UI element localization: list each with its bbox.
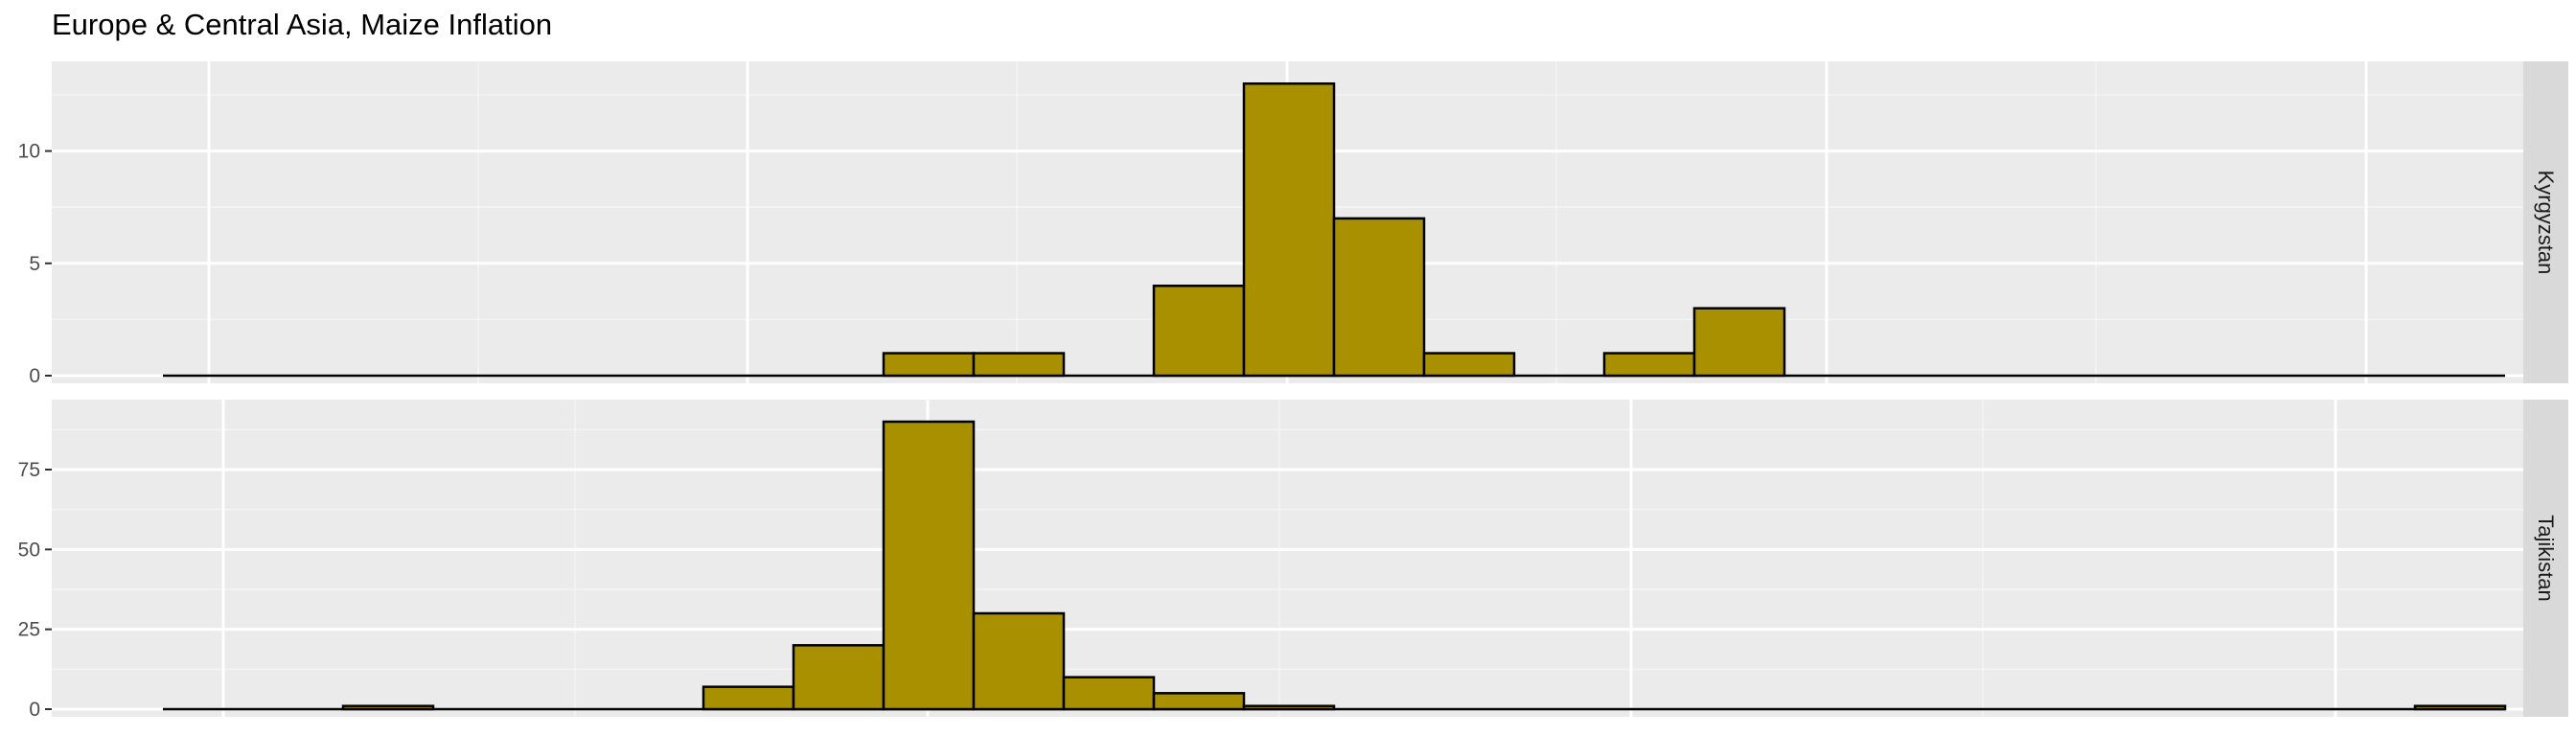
y-tick-label: 75	[18, 459, 40, 481]
y-tick-label: 0	[29, 365, 40, 387]
histogram-bar	[882, 420, 976, 711]
panel-background-1	[52, 400, 2523, 717]
chart-title: Europe & Central Asia, Maize Inflation	[52, 8, 553, 41]
y-tick-label: 25	[18, 619, 40, 641]
histogram-bar	[972, 611, 1066, 711]
y-tick-label: 5	[29, 253, 40, 275]
histogram-bar	[1152, 692, 1246, 711]
histogram-bar	[882, 352, 976, 378]
facet-strip-label: Tajikistan	[2534, 515, 2558, 601]
histogram-bar	[2413, 704, 2507, 711]
histogram-bar	[1242, 704, 1336, 711]
histogram-bar	[1692, 307, 1786, 378]
histogram-bar	[1152, 284, 1246, 378]
histogram-bar	[1332, 217, 1426, 378]
histogram-bar	[792, 644, 886, 711]
facet-strip-label: Kyrgyzstan	[2534, 171, 2558, 275]
facet-strip-0	[2523, 61, 2568, 383]
histogram-bar	[702, 685, 795, 711]
histogram-bar	[1602, 352, 1696, 378]
y-tick-label: 50	[18, 539, 40, 561]
y-tick-label: 10	[18, 141, 40, 163]
y-tick-label: 0	[29, 699, 40, 721]
histogram-bar	[341, 704, 435, 711]
facet-strip-1	[2523, 400, 2568, 717]
histogram-bar	[1242, 81, 1336, 378]
histogram-bar	[972, 352, 1066, 378]
histogram-bar	[1422, 352, 1516, 378]
histogram-bar	[1062, 676, 1156, 711]
